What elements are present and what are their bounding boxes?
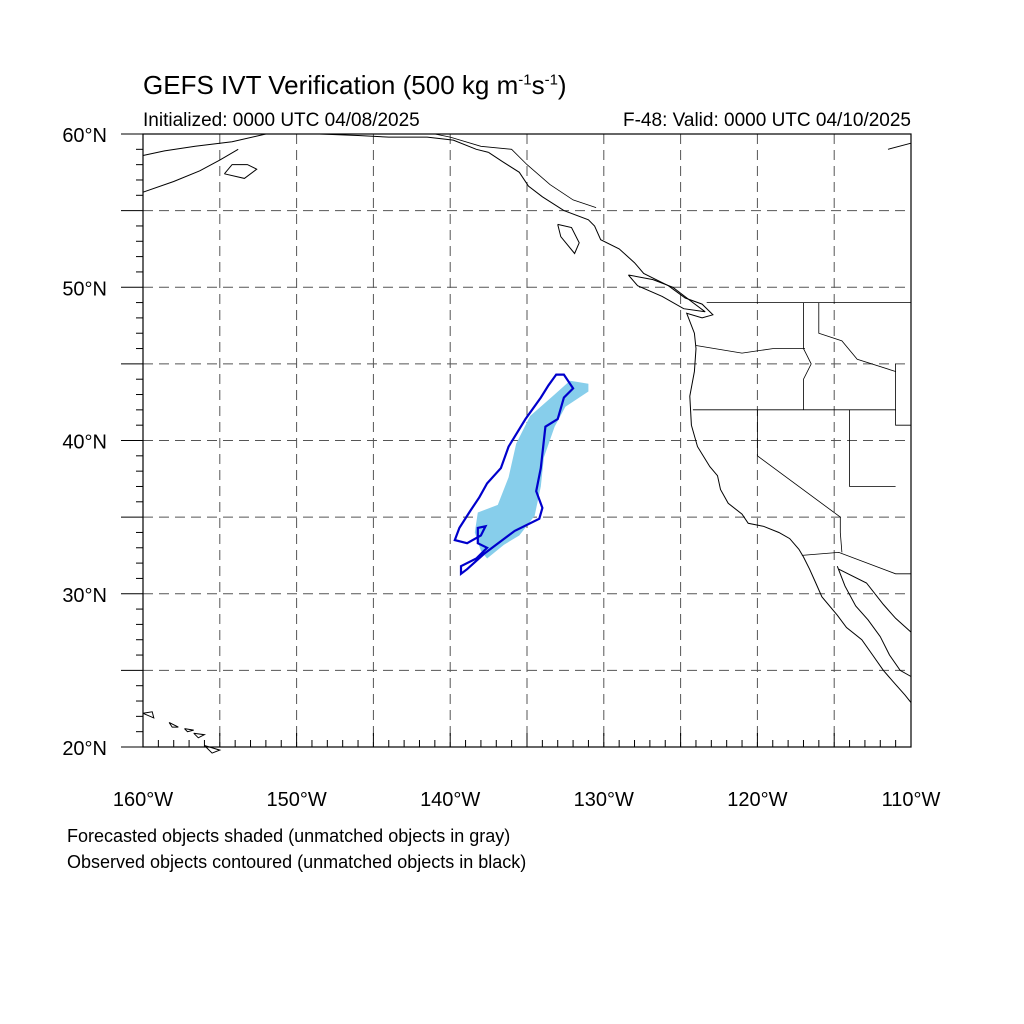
boundary-line [849, 409, 896, 487]
coastline [628, 274, 706, 313]
boundary-line [801, 551, 911, 575]
boundary-line [895, 363, 911, 426]
coastline [488, 151, 912, 703]
lat-label: 40°N [62, 432, 107, 454]
coastline [184, 728, 194, 733]
coastline [838, 568, 912, 633]
boundary-line [803, 302, 812, 410]
coastline [887, 142, 912, 150]
lon-label: 110°W [882, 789, 941, 811]
lon-label: 160°W [113, 789, 173, 811]
lat-label: 20°N [62, 738, 107, 760]
coastline [142, 711, 155, 719]
lat-label: 30°N [62, 585, 107, 607]
lat-label: 60°N [62, 125, 107, 147]
observed-note: Observed objects contoured (unmatched ob… [67, 852, 527, 872]
title-exponent-1: -1 [518, 71, 532, 89]
forecast-note: Forecasted objects shaded (unmatched obj… [67, 826, 511, 846]
coastline [204, 745, 222, 754]
title-end: ) [557, 70, 567, 100]
title-mid: s [531, 70, 545, 100]
coastline [836, 566, 912, 677]
coastlines [142, 133, 912, 754]
boundary-line [434, 133, 597, 208]
title-main: GEFS IVT Verification (500 kg m [143, 70, 519, 100]
coastline [319, 133, 489, 153]
lat-label: 50°N [62, 278, 107, 300]
plot-title: GEFS IVT Verification (500 kg m-1s-1) [143, 70, 567, 101]
axis-ticks [121, 133, 912, 748]
coastline [142, 148, 239, 193]
coastline [142, 133, 267, 156]
boundary-line [695, 345, 805, 354]
forecast-object-shade [474, 380, 589, 559]
coastline [168, 722, 179, 728]
forecast-objects [474, 380, 589, 559]
boundary-line [757, 409, 843, 553]
initialized-time: Initialized: 0000 UTC 04/08/2025 [143, 110, 420, 131]
political-boundaries [434, 133, 911, 575]
axis-labels: 160°W 150°W 140°W 130°W 120°W 110°W 60°N 50°N 40… [62, 125, 940, 811]
lon-label: 120°W [727, 789, 787, 811]
coastline [193, 732, 207, 739]
lon-label: 150°W [266, 789, 326, 811]
observed-object-contour [453, 373, 575, 577]
graticule [143, 134, 911, 747]
coastline [557, 223, 580, 255]
valid-time: F-48: Valid: 0000 UTC 04/10/2025 [623, 110, 911, 131]
boundary-line [818, 302, 896, 372]
coastline [224, 164, 258, 179]
observed-objects [453, 373, 575, 577]
lon-label: 130°W [574, 789, 634, 811]
lon-label: 140°W [420, 789, 480, 811]
title-exponent-2: -1 [544, 71, 558, 89]
